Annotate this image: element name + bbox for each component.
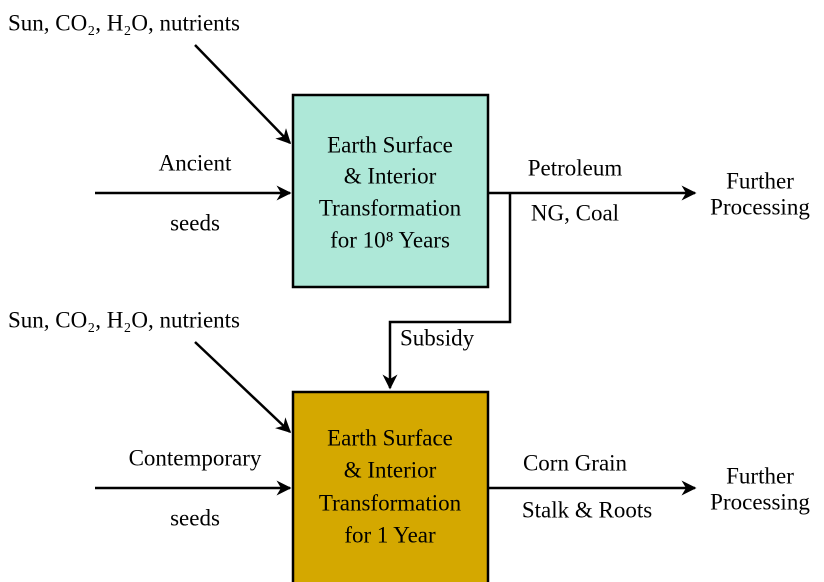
input-label: Ancient [159,150,232,175]
destination: Further [726,463,794,488]
subsidy-arrow [382,193,512,390]
input-label: Contemporary [129,445,262,470]
box-text: for 1 Year [344,522,436,547]
output-label: Stalk & Roots [522,497,652,522]
subsidy-label: Subsidy [400,325,475,350]
inputs-label: Sun, CO₂, H₂O, nutrients [8,10,240,35]
process-box [291,390,490,582]
arrow [194,341,292,434]
box-text: & Interior [344,457,437,482]
arrow [194,44,292,145]
box-text: for 10⁸ Years [330,227,450,252]
input-label: seeds [170,505,220,530]
inputs-label: Sun, CO₂, H₂O, nutrients [8,307,240,332]
box-text: Earth Surface [327,132,453,157]
box-text: & Interior [344,163,437,188]
box-text: Earth Surface [327,425,453,450]
output-label: Petroleum [528,155,623,180]
process-box [291,93,490,289]
box-text: Transformation [319,195,462,220]
destination: Processing [710,194,810,219]
output-label: NG, Coal [531,200,619,225]
destination: Processing [710,489,810,514]
box-text: Transformation [319,490,462,515]
output-label: Corn Grain [523,450,628,475]
input-label: seeds [170,210,220,235]
destination: Further [726,168,794,193]
